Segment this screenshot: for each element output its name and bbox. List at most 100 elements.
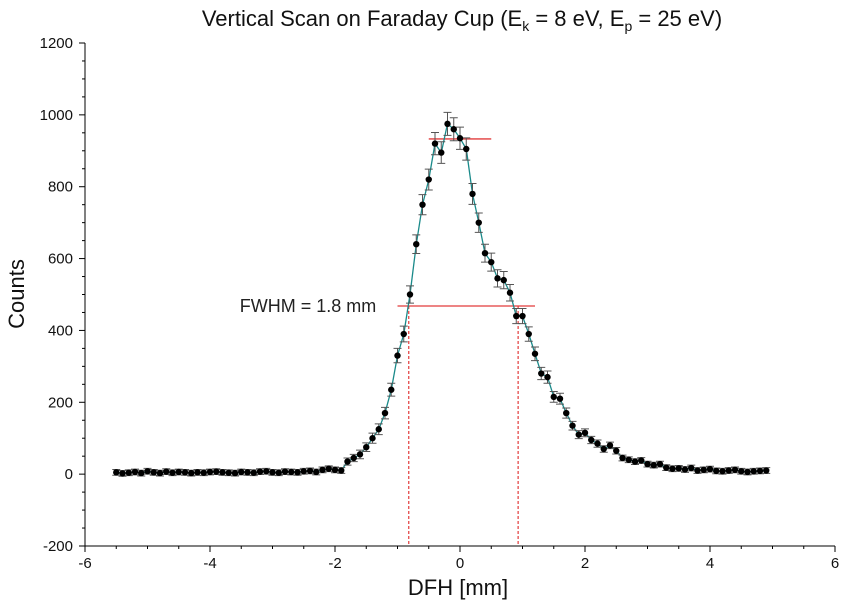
data-point — [600, 445, 607, 453]
y-tick-label: 1000 — [40, 107, 73, 124]
data-point — [494, 275, 501, 282]
data-point — [688, 464, 695, 472]
data-point — [256, 468, 264, 475]
data-point — [631, 458, 639, 465]
data-point — [250, 469, 257, 476]
data-point — [275, 469, 282, 476]
data-point — [325, 465, 332, 472]
data-point — [706, 465, 714, 473]
data-point — [481, 249, 489, 257]
data-point — [500, 276, 507, 284]
x-tick-label: -2 — [328, 555, 341, 572]
data-point — [144, 468, 151, 475]
data-point — [675, 465, 682, 472]
data-point — [356, 451, 364, 458]
data-point — [538, 370, 545, 377]
data-point — [319, 466, 326, 474]
data-point — [506, 289, 514, 296]
chart-title-suffix: = 25 eV) — [632, 6, 722, 31]
data-point — [763, 467, 770, 474]
y-tick-label: 0 — [65, 466, 73, 483]
data-point — [681, 466, 689, 473]
data-point — [238, 468, 245, 476]
data-point — [381, 409, 389, 417]
data-point — [406, 291, 414, 298]
data-point — [281, 468, 289, 475]
data-point — [725, 467, 732, 474]
data-point — [694, 467, 701, 474]
data-point — [450, 126, 457, 133]
data-point — [431, 140, 439, 147]
y-tick-label: 400 — [48, 322, 73, 339]
data-point — [219, 469, 226, 476]
chart-title-prefix: Vertical Scan on Faraday Cup (E — [202, 6, 522, 31]
data-point — [625, 456, 632, 463]
chart-title-mid: = 8 eV, E — [529, 6, 624, 31]
data-point — [581, 429, 589, 437]
data-point — [644, 460, 651, 468]
data-point — [750, 468, 757, 475]
data-point — [331, 466, 339, 474]
chart-title-subscript-k: k — [522, 18, 530, 34]
y-tick-label: -200 — [43, 538, 73, 555]
data-point — [456, 135, 464, 142]
data-point — [206, 468, 214, 476]
data-point — [263, 468, 270, 475]
data-point — [700, 466, 707, 474]
data-point — [525, 330, 532, 338]
data-points — [113, 120, 770, 477]
data-point — [113, 469, 120, 476]
data-point — [594, 440, 601, 447]
data-point — [188, 469, 195, 477]
data-point — [369, 435, 376, 442]
y-tick-label: 200 — [48, 394, 73, 411]
data-point — [156, 469, 164, 477]
data-point — [194, 469, 201, 476]
data-point — [375, 426, 382, 433]
data-point — [419, 201, 426, 208]
data-point — [163, 468, 170, 475]
fwhm-label: FWHM = 1.8 mm — [240, 296, 377, 316]
data-point — [350, 454, 357, 462]
fwhm-annotations — [397, 138, 535, 546]
data-point — [563, 409, 570, 417]
data-point — [519, 312, 526, 320]
data-point — [231, 469, 239, 477]
data-point — [138, 469, 145, 477]
data-point — [713, 467, 720, 475]
data-point — [400, 330, 407, 338]
data-point — [344, 458, 351, 465]
fit-curve — [116, 122, 767, 475]
data-point — [569, 422, 576, 429]
data-point — [119, 470, 126, 477]
data-point — [544, 373, 551, 381]
data-point — [731, 466, 739, 474]
data-point — [463, 145, 470, 153]
data-point — [719, 468, 726, 475]
chart-title-subscript-p: p — [624, 18, 632, 34]
data-point — [738, 468, 745, 475]
y-tick-label: 1200 — [40, 35, 73, 52]
data-point — [269, 469, 276, 476]
data-point — [613, 447, 620, 454]
data-point — [125, 469, 132, 476]
data-point — [488, 258, 495, 266]
data-point — [619, 454, 626, 462]
data-point — [575, 431, 582, 438]
data-point — [175, 468, 182, 476]
data-point — [650, 461, 657, 469]
data-point — [363, 443, 370, 451]
error-bars — [112, 111, 771, 477]
data-point — [475, 219, 482, 226]
data-point — [656, 460, 664, 468]
chart-title: Vertical Scan on Faraday Cup (Ek = 8 eV,… — [202, 6, 722, 34]
data-point — [606, 442, 614, 449]
data-point — [200, 469, 207, 476]
x-axis-label: DFH [mm] — [408, 575, 508, 600]
data-point — [550, 393, 557, 401]
data-point — [756, 467, 764, 475]
x-tick-label: -4 — [203, 555, 216, 572]
data-point — [131, 468, 139, 476]
data-point — [181, 469, 189, 476]
